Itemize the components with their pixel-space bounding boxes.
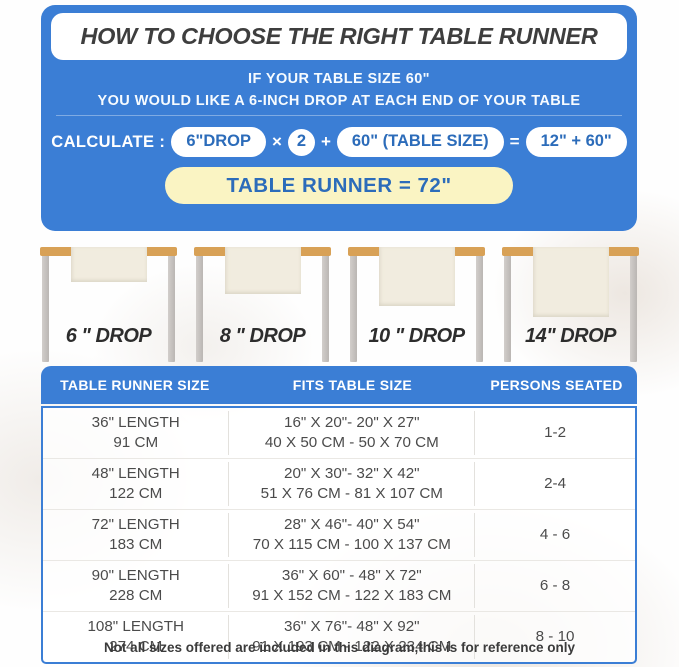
result-pill: TABLE RUNNER = 72" [165,167,513,204]
table-leg-right [476,256,483,362]
size-chart: TABLE RUNNER SIZE FITS TABLE SIZE PERSON… [41,366,637,664]
table-row: 108" LENGTH 274 CM 36" X 76"- 48" X 92" … [43,611,635,662]
table-row: 36" LENGTH 91 CM 16" X 20"- 20" X 27" 40… [43,408,635,458]
size-chart-header: TABLE RUNNER SIZE FITS TABLE SIZE PERSON… [41,366,637,404]
drop-diagram-10in: 10 " DROP [348,247,485,362]
table-runner [532,247,609,317]
table-leg-left [196,256,203,362]
multiplier-badge: 2 [287,128,315,156]
size-chart-body: 36" LENGTH 91 CM 16" X 20"- 20" X 27" 40… [41,406,637,664]
table-runner [224,247,301,294]
header-cell-fits-size: FITS TABLE SIZE [292,377,413,393]
equals-sign: = [509,132,520,151]
calculate-label: CALCULATE : [51,132,166,151]
drop-label: 10 " DROP [368,325,465,347]
plus-sign: + [320,132,331,151]
runner-size-cell: 36" LENGTH 91 CM [43,411,230,455]
persons-cell: 1-2 [544,424,567,442]
header-cell-persons: PERSONS SEATED [490,377,623,393]
table-leg-left [42,256,49,362]
drop-diagram-14in: 14" DROP [502,247,639,362]
fits-size-cell: 20" X 30"- 32" X 42" 51 X 76 CM - 81 X 1… [229,462,476,506]
drop-value-pill: 6"DROP [171,127,266,157]
drop-label: 6 " DROP [65,325,152,347]
multiply-sign: × [272,132,282,151]
table-runner [378,247,455,306]
calculation-row: CALCULATE : 6"DROP × 2 + 60" (TABLE SIZE… [41,126,637,158]
table-row: 72" LENGTH 183 CM 28" X 46"- 40" X 54" 7… [43,509,635,560]
persons-cell: 6 - 8 [539,577,571,595]
runner-size-cell: 72" LENGTH 183 CM [43,513,230,557]
fits-size-cell: 28" X 46"- 40" X 54" 70 X 115 CM - 100 X… [229,513,476,557]
runner-size-cell: 90" LENGTH 228 CM [43,564,230,608]
sum-pill: 12" + 60" [525,127,627,157]
fits-size-cell: 16" X 20"- 20" X 27" 40 X 50 CM - 50 X 7… [229,411,476,455]
drop-label: 14" DROP [524,325,617,347]
persons-cell: 2-4 [544,475,567,493]
persons-cell: 4 - 6 [539,526,571,544]
drop-diagram-6in: 6 " DROP [40,247,177,362]
table-leg-right [630,256,637,362]
fits-size-cell: 36" X 60" - 48" X 72" 91 X 152 CM - 122 … [229,564,476,608]
table-size-pill: 60" (TABLE SIZE) [336,127,504,157]
runner-size-cell: 48" LENGTH 122 CM [43,462,230,506]
table-row: 90" LENGTH 228 CM 36" X 60" - 48" X 72" … [43,560,635,611]
header-cell-runner-size: TABLE RUNNER SIZE [60,377,210,393]
persons-cell: 8 - 10 [535,628,575,646]
table-row: 48" LENGTH 122 CM 20" X 30"- 32" X 42" 5… [43,458,635,509]
table-leg-left [504,256,511,362]
subtitle-line-2: YOU WOULD LIKE A 6-INCH DROP AT EACH END… [97,93,581,109]
table-leg-left [350,256,357,362]
fits-size-cell: 36" X 76"- 48" X 92" 91 X 193 CM - 122 X… [229,615,476,659]
drop-diagrams: 6 " DROP 8 " DROP 10 " DROP 14" DROP [40,247,639,362]
page-title: HOW TO CHOOSE THE RIGHT TABLE RUNNER [80,23,598,49]
drop-label: 8 " DROP [219,325,306,347]
footer-note: Not all sizes offered are included in th… [103,640,576,655]
drop-diagram-8in: 8 " DROP [194,247,331,362]
hero-panel: HOW TO CHOOSE THE RIGHT TABLE RUNNER IF … [41,5,637,231]
runner-size-cell: 108" LENGTH 274 CM [43,615,230,659]
table-runner [70,247,147,282]
table-leg-right [168,256,175,362]
table-leg-right [322,256,329,362]
hero-divider [56,115,622,116]
subtitle-line-1: IF YOUR TABLE SIZE 60" [248,71,430,87]
title-box: HOW TO CHOOSE THE RIGHT TABLE RUNNER [51,13,627,60]
